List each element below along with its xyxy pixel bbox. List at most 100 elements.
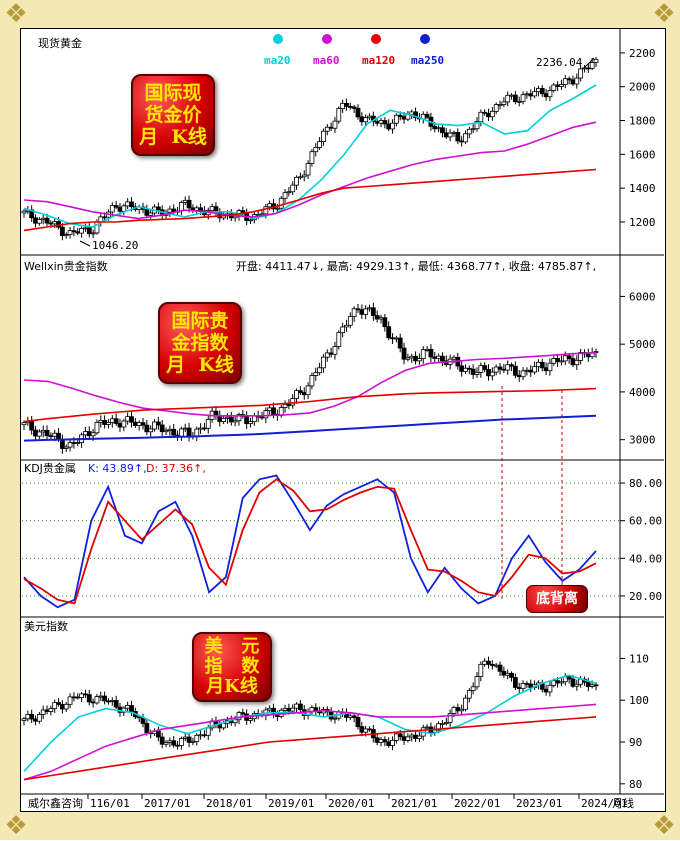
x-tick-label: 2024/01 bbox=[581, 797, 627, 810]
usd-candle bbox=[363, 728, 369, 733]
gold-candle bbox=[340, 102, 346, 109]
gold-candle bbox=[359, 116, 365, 123]
index-candle bbox=[478, 365, 484, 373]
ma60-line bbox=[23, 703, 597, 781]
gold-candle bbox=[555, 84, 561, 87]
gold-sign: 国际现 货金价 月 K线 bbox=[131, 74, 215, 156]
x-tick-label: 2022/01 bbox=[454, 797, 500, 810]
index-candle bbox=[336, 332, 342, 347]
index-candle bbox=[536, 361, 541, 368]
usd-candle bbox=[90, 701, 96, 704]
gold-candle bbox=[63, 234, 69, 236]
gold-candle bbox=[33, 217, 38, 224]
gold-candle bbox=[182, 199, 188, 203]
gold-candle bbox=[509, 94, 514, 97]
gold-candle bbox=[436, 127, 442, 130]
usd-candle bbox=[48, 708, 54, 712]
gold-candle bbox=[524, 93, 530, 96]
y-tick-label: 2000 bbox=[629, 81, 656, 94]
gold-candle bbox=[551, 84, 557, 91]
usd-candle bbox=[562, 676, 568, 683]
y-tick-label: 6000 bbox=[629, 290, 656, 303]
index-candle bbox=[167, 428, 173, 431]
index-candle bbox=[497, 366, 503, 370]
usd-candle bbox=[501, 670, 507, 676]
index-candle bbox=[309, 375, 315, 387]
index-candle bbox=[593, 351, 599, 353]
gold-candle bbox=[374, 121, 380, 124]
corner-ornament-icon: ❖ bbox=[4, 811, 28, 841]
index-candle bbox=[213, 410, 219, 416]
index-candle bbox=[532, 366, 537, 373]
index-candle bbox=[140, 422, 146, 426]
usd-candle bbox=[470, 686, 476, 691]
usd-candle bbox=[593, 684, 599, 687]
legend-label: ma120 bbox=[362, 54, 395, 67]
gold-candle bbox=[505, 94, 511, 103]
usd-candle bbox=[86, 694, 92, 703]
index-candle bbox=[248, 421, 253, 425]
gold-candle bbox=[294, 176, 299, 186]
index-candle bbox=[244, 416, 250, 425]
usd-candle bbox=[543, 688, 549, 693]
index-title: Wellxin贵金指数 bbox=[24, 259, 108, 273]
ma250-line bbox=[23, 414, 597, 442]
index-candle bbox=[225, 416, 230, 419]
index-candle bbox=[374, 315, 380, 320]
usd-candle bbox=[71, 696, 77, 699]
gold-candle bbox=[313, 147, 319, 153]
gold-candle bbox=[44, 217, 50, 224]
usd-candle bbox=[355, 717, 361, 728]
usd-candle bbox=[489, 664, 495, 666]
usd-candle bbox=[198, 734, 203, 737]
divergence-badge: 底背离 bbox=[526, 585, 588, 613]
y-tick-label: 1200 bbox=[629, 216, 656, 229]
gold-candle bbox=[497, 104, 503, 106]
index-candle bbox=[221, 418, 227, 422]
gold-candle bbox=[305, 163, 311, 176]
gold-candle bbox=[79, 228, 84, 234]
index-candle bbox=[520, 370, 526, 378]
index-candle bbox=[355, 308, 361, 311]
index-sign: 国际贵 金指数 月 K线 bbox=[158, 302, 242, 384]
gold-candle bbox=[501, 101, 507, 105]
kdj-k-value: K: 43.89↑, bbox=[88, 462, 147, 475]
gold-candle bbox=[474, 121, 480, 130]
gold-candle bbox=[539, 87, 545, 95]
usd-candle bbox=[455, 707, 461, 712]
gold-candle bbox=[282, 192, 288, 199]
gold-candle bbox=[113, 205, 119, 208]
gold-candle bbox=[324, 126, 330, 132]
x-tick-label: 2021/01 bbox=[391, 797, 437, 810]
usd-candle bbox=[570, 678, 576, 687]
index-candle bbox=[463, 367, 468, 372]
gold-candle bbox=[167, 208, 173, 213]
index-candle bbox=[267, 407, 273, 412]
usd-candle bbox=[482, 660, 488, 665]
index-candle bbox=[321, 356, 326, 369]
index-candle bbox=[48, 435, 54, 438]
legend-label: ma250 bbox=[411, 54, 444, 67]
usd-candle bbox=[555, 680, 561, 684]
gold-candle bbox=[274, 207, 280, 210]
y-tick-label: 40.00 bbox=[629, 552, 662, 565]
x-tick-label: 2020/01 bbox=[328, 797, 374, 810]
index-candle bbox=[232, 420, 238, 423]
usd-candle bbox=[75, 696, 81, 699]
index-candle bbox=[459, 365, 465, 372]
usd-candle bbox=[497, 664, 503, 672]
usd-candle bbox=[248, 718, 253, 721]
usd-candle bbox=[390, 739, 395, 746]
usd-candle bbox=[109, 700, 115, 702]
index-candle bbox=[562, 355, 568, 362]
index-candle bbox=[106, 421, 111, 425]
usd-candle bbox=[290, 707, 296, 712]
usd-candle bbox=[524, 683, 530, 685]
gold-candle bbox=[512, 94, 518, 103]
index-candle bbox=[363, 308, 369, 315]
y-tick-label: 1600 bbox=[629, 148, 656, 161]
index-candle bbox=[440, 355, 445, 362]
usd-candle bbox=[512, 677, 518, 688]
gold-candle bbox=[263, 206, 269, 215]
index-candle bbox=[98, 420, 104, 423]
